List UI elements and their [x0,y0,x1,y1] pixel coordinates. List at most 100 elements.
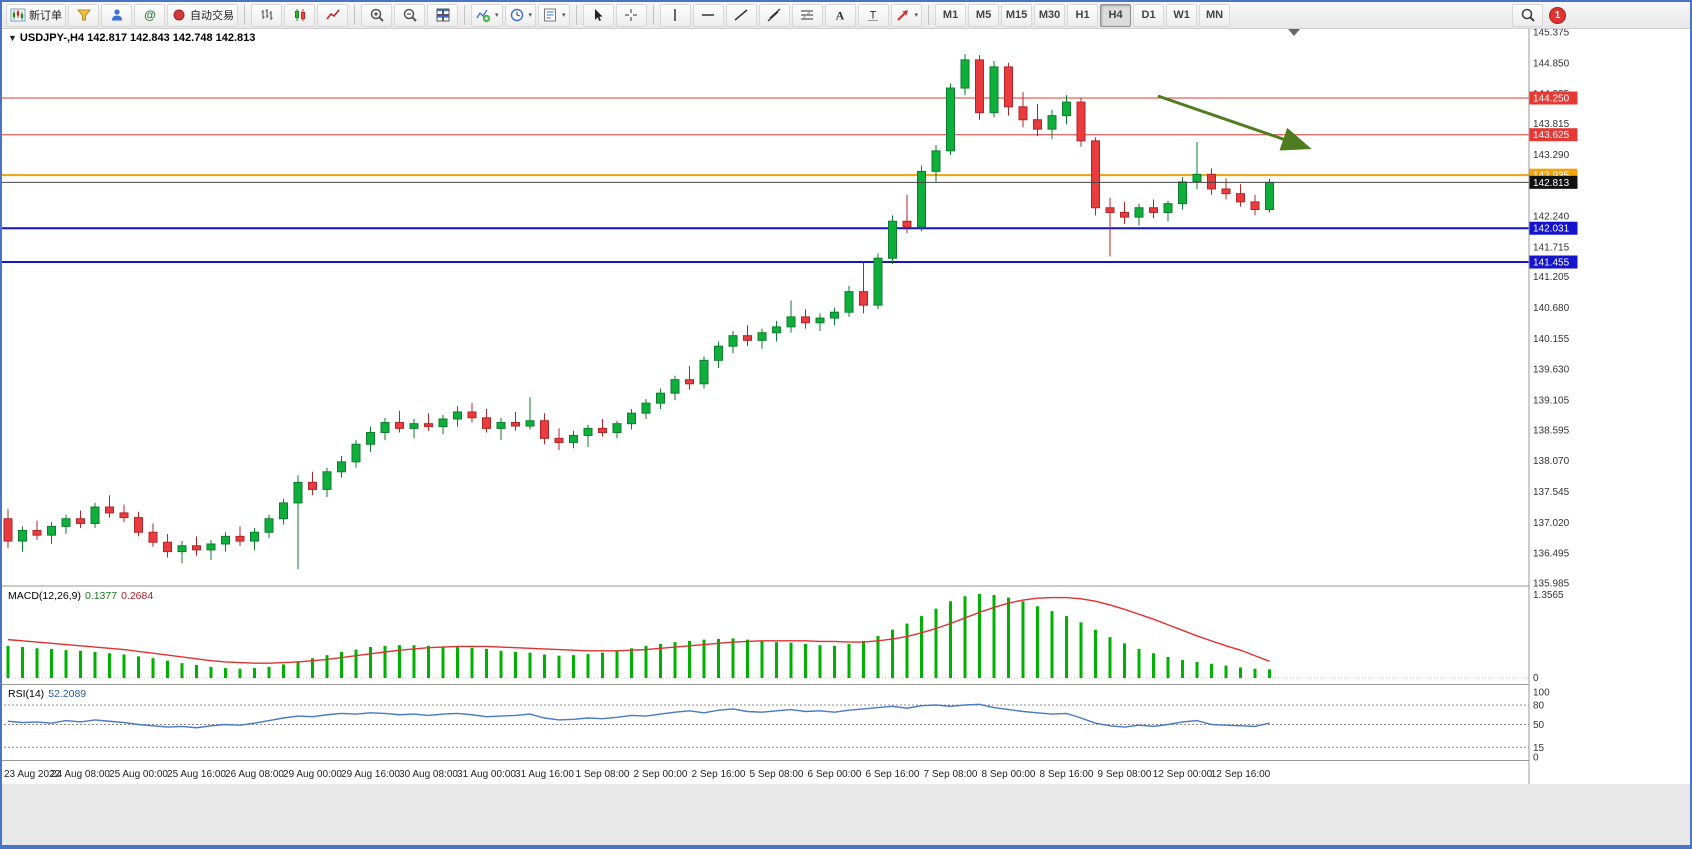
candle-body [685,379,694,385]
timeframe-h4-button[interactable]: H4 [1100,3,1132,27]
timeframe-m15-button[interactable]: M15 [1001,3,1033,27]
chevron-down-icon: ▾ [562,12,566,19]
price-axis-label: 137.545 [1533,487,1570,498]
zoom-out-button[interactable] [394,3,425,27]
main-price-pane[interactable] [0,29,1529,570]
price-axis-label: 141.715 [1533,242,1570,253]
macd-signal-line [7,596,1270,664]
line-chart-button[interactable] [317,3,348,27]
mobile-terminal-button[interactable] [101,3,132,27]
crosshair-button[interactable] [615,3,647,27]
notification-badge[interactable]: 1 [1549,6,1566,24]
text-label-button[interactable]: T [857,3,889,27]
user-icon [109,7,125,23]
candle-body [743,335,752,341]
tile-windows-button[interactable] [427,3,458,27]
rsi-value: 52.2089 [48,688,87,700]
hline-resistance-1-tag-text: 144.250 [1533,94,1570,105]
chart-shift-marker-icon[interactable] [1288,29,1300,36]
label-icon: T [865,7,881,23]
macd-pane[interactable] [0,593,1529,679]
price-axis[interactable]: 145.375144.850144.325143.815143.290142.2… [1528,27,1692,784]
candle-body [163,541,172,553]
bar-chart-button[interactable] [251,3,282,27]
templates-button[interactable]: ▾ [538,3,570,27]
timeframe-w1-button[interactable]: W1 [1166,3,1198,27]
vline-icon [667,7,683,23]
periods-button[interactable]: ▾ [504,3,537,27]
candle-body [409,423,419,429]
candle-body [699,359,709,385]
price-axis-label: 144.850 [1533,58,1570,69]
candle-body [1265,181,1274,211]
timeframe-m5-button[interactable]: M5 [968,3,1000,27]
autotrading-button[interactable]: 自动交易 [167,3,238,27]
price-axis-label: 137.020 [1533,518,1570,529]
candle-body [989,66,999,114]
zoom-in-button[interactable] [361,3,392,27]
timeframe-mn-button[interactable]: MN [1199,3,1231,27]
time-axis-label: 31 Aug 16:00 [515,769,574,780]
candle-body [322,471,332,490]
candlestick-chart-icon [10,7,26,23]
chevron-down-icon: ▾ [495,12,499,19]
indicators-button[interactable]: ▾ [471,3,503,27]
search-button[interactable] [1512,3,1543,27]
price-axis-label: 138.595 [1533,425,1570,436]
candle-body [931,150,941,172]
candle-body [206,543,216,551]
text-button[interactable]: A [824,3,856,27]
community-button[interactable]: @ [134,3,165,27]
metaeditor-button[interactable] [68,3,99,27]
candle-body [47,525,56,536]
timeframe-m30-button[interactable]: M30 [1034,3,1066,27]
vertical-line-button[interactable] [659,3,691,27]
new-order-button[interactable]: 新订单 [6,3,66,27]
arrows-button[interactable]: ▾ [890,3,923,27]
candle-body [917,170,926,228]
horizontal-line-button[interactable] [692,3,724,27]
timeframe-d1-button[interactable]: D1 [1133,3,1165,27]
candle-body [946,87,955,152]
rsi-pane[interactable] [0,703,1529,748]
candle-body [1033,119,1042,130]
candle-body [3,518,13,542]
candle-body [1236,193,1245,203]
channel-button[interactable] [758,3,790,27]
trendline-button[interactable] [725,3,757,27]
trend-arrow-annotation[interactable] [1157,94,1312,151]
toolbar-separator [652,5,654,25]
price-axis-label: 145.375 [1533,28,1570,39]
price-axis-label: 136.495 [1533,549,1570,560]
candle-body [1004,66,1013,108]
timeframe-m1-button[interactable]: M1 [935,3,967,27]
candle-body [960,59,970,89]
candle-body [1091,140,1100,209]
fibonacci-button[interactable] [791,3,823,27]
hline-resistance-2-tag-text: 143.625 [1533,130,1570,141]
candle-body [902,220,912,228]
candle-body [177,545,187,553]
fibo-icon [799,7,815,23]
candlestick-button[interactable] [284,3,315,27]
price-axis-label: 139.630 [1533,365,1570,376]
toolbar-separator [244,5,245,25]
cursor-button[interactable] [582,3,614,27]
macd-axis-label: 1.3565 [1533,590,1564,601]
time-axis-label: 8 Sep 16:00 [1040,769,1094,780]
candle-body [76,518,85,524]
candle-body [1018,106,1028,121]
clock-icon [509,7,525,23]
macd-name: MACD(12,26,9) [8,590,81,602]
collapse-arrow-icon[interactable]: ▼ [8,33,17,43]
candle-body [1076,101,1086,142]
timeframe-h1-button[interactable]: H1 [1067,3,1099,27]
candle-body [264,518,274,533]
candle-body [1163,203,1173,213]
time-axis-label: 5 Sep 08:00 [750,769,804,780]
rsi-axis-label: 80 [1533,701,1545,712]
crosshair-icon [623,7,639,23]
candle-body [757,332,767,341]
